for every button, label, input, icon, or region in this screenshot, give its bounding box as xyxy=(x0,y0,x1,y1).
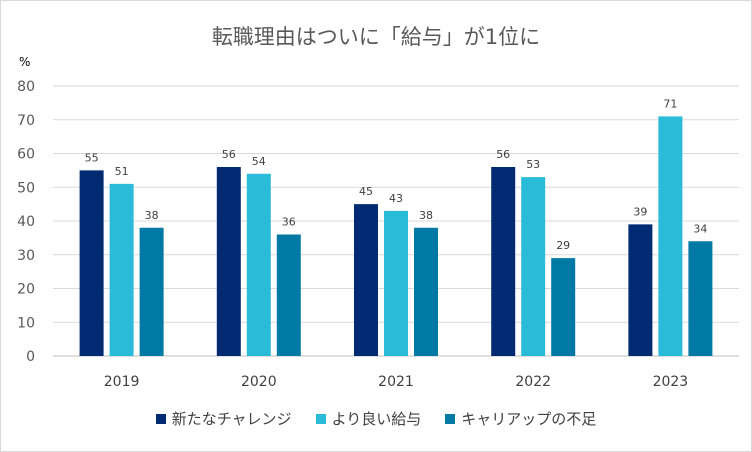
bar-2021-series-1 xyxy=(384,210,408,356)
legend-label: 新たなチャレンジ xyxy=(171,410,292,428)
data-label: 55 xyxy=(85,151,99,164)
bar-chart-plot: 0 10 20 30 40 50 60 70 80 55 51 38 56 54 36 45 43 38 56 53… xyxy=(17,79,739,390)
data-label: 53 xyxy=(526,158,540,171)
x-category-label: 2019 xyxy=(104,374,140,390)
data-label: 56 xyxy=(496,148,510,161)
legend-swatch xyxy=(445,413,456,424)
x-axis-categories: 2019 2020 2021 2022 2023 xyxy=(104,374,688,390)
y-tick-label: 10 xyxy=(17,315,35,331)
y-tick-label: 20 xyxy=(17,282,35,298)
bar-2019-series-1 xyxy=(109,183,134,356)
data-label: 36 xyxy=(282,216,296,229)
chart-legend: 新たなチャレンジ より良い給与 キャリアップの不足 xyxy=(1,408,751,429)
x-category-label: 2023 xyxy=(653,374,689,390)
bar-2019-series-0 xyxy=(79,170,104,356)
bar-2020-series-1 xyxy=(246,173,271,356)
y-tick-label: 0 xyxy=(26,349,35,365)
data-label: 38 xyxy=(145,209,159,222)
legend-item: キャリアップの不足 xyxy=(445,408,596,429)
bar-2020-series-2 xyxy=(276,234,301,356)
bar-2023-series-0 xyxy=(628,224,653,356)
y-axis-ticks: 0 10 20 30 40 50 60 70 80 xyxy=(17,79,35,365)
chart-title: 転職理由はついに「給与」が1位に xyxy=(211,25,541,49)
data-label: 43 xyxy=(389,192,403,205)
legend-swatch xyxy=(315,413,326,424)
bar-2022-series-2 xyxy=(551,258,576,356)
legend-item: より良い給与 xyxy=(315,408,422,429)
bar-2020-series-0 xyxy=(216,167,241,356)
bar-2023-series-1 xyxy=(658,116,683,356)
y-tick-label: 70 xyxy=(17,113,35,129)
data-label: 51 xyxy=(115,165,129,178)
y-tick-label: 30 xyxy=(17,248,35,264)
data-label: 39 xyxy=(633,205,647,218)
bar-series xyxy=(79,116,713,356)
data-label: 45 xyxy=(359,185,373,198)
gridlines xyxy=(53,85,739,357)
y-axis-unit-label: % xyxy=(19,55,31,69)
bar-2023-series-2 xyxy=(688,241,713,356)
x-category-label: 2022 xyxy=(515,374,551,390)
data-label: 71 xyxy=(663,97,677,110)
x-category-label: 2021 xyxy=(378,374,414,390)
legend-swatch xyxy=(155,413,166,424)
y-tick-label: 50 xyxy=(17,180,35,196)
x-category-label: 2020 xyxy=(241,374,277,390)
bar-2021-series-0 xyxy=(354,204,378,356)
data-label: 54 xyxy=(252,155,266,168)
bar-2022-series-0 xyxy=(491,167,516,356)
y-tick-label: 80 xyxy=(17,79,35,95)
data-label: 38 xyxy=(419,209,433,222)
data-label: 29 xyxy=(556,239,570,252)
legend-label: より良い給与 xyxy=(331,410,422,428)
data-labels: 55 51 38 56 54 36 45 43 38 56 53 29 39 71 34 xyxy=(85,97,708,252)
bar-2019-series-2 xyxy=(139,227,164,356)
bar-2021-series-2 xyxy=(414,227,438,356)
data-label: 34 xyxy=(693,222,707,235)
legend-item: 新たなチャレンジ xyxy=(155,408,292,429)
data-label: 56 xyxy=(222,148,236,161)
y-tick-label: 60 xyxy=(17,147,35,163)
legend-label: キャリアップの不足 xyxy=(461,410,597,428)
y-tick-label: 40 xyxy=(17,214,35,230)
bar-2022-series-1 xyxy=(521,177,546,356)
